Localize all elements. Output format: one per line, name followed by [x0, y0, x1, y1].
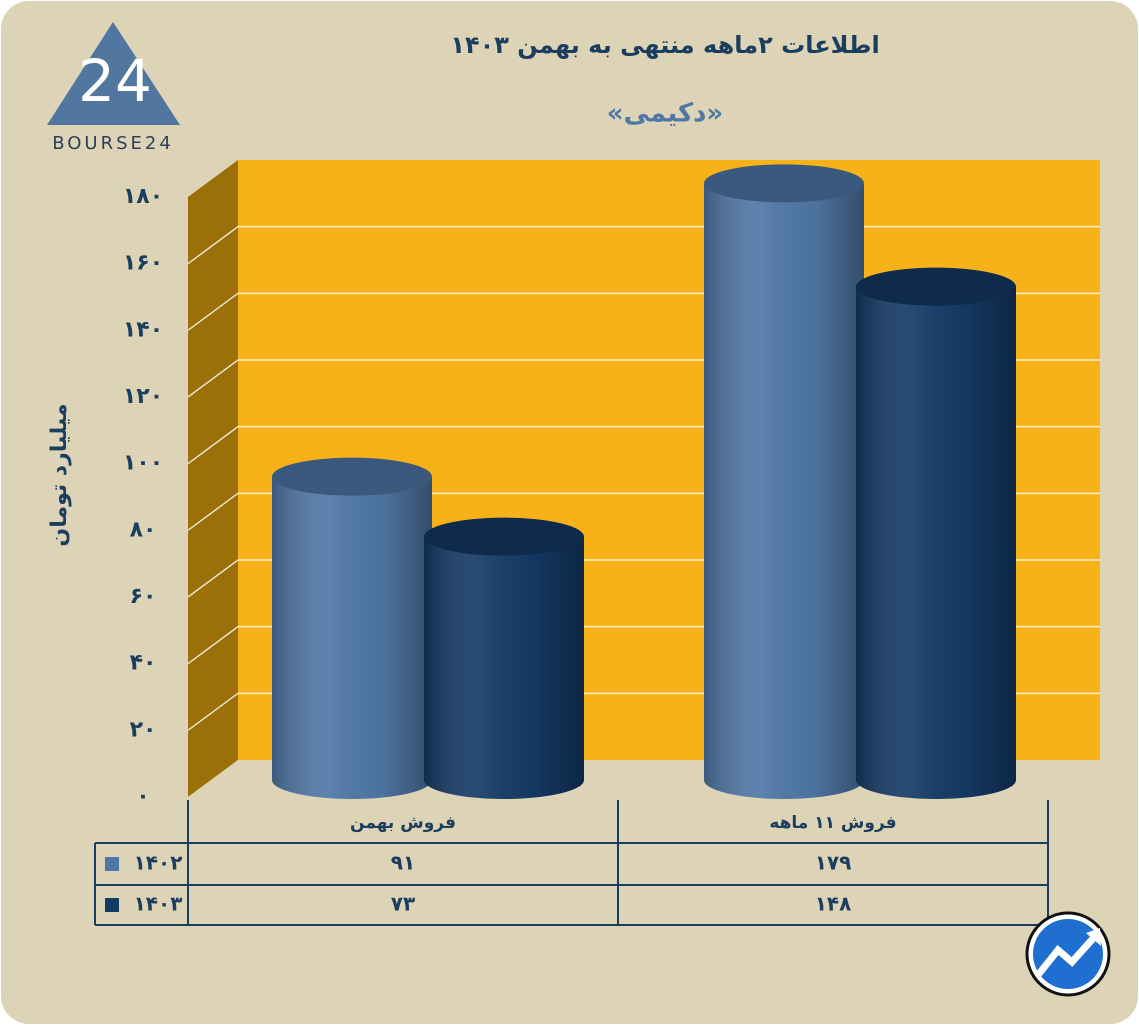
logo-triangle: [47, 22, 180, 125]
category-label: فروش ۱۱ ماهه: [769, 813, 896, 833]
cylinder-top: [856, 267, 1016, 306]
cylinder-top: [272, 457, 432, 496]
y-tick-label: ۴۰: [130, 651, 157, 676]
cylinder-top: [704, 164, 864, 203]
cylinder-shade: [704, 183, 864, 800]
cylinder-shade: [856, 286, 1016, 800]
cylinder: [272, 457, 432, 799]
chart-title: اطلاعات ۲ماهه منتهی به بهمن ۱۴۰۳: [450, 31, 879, 59]
side-wall: [188, 160, 238, 797]
cylinder: [704, 164, 864, 800]
cylinder: [424, 517, 584, 799]
logo-mark: 24: [78, 47, 152, 115]
corner-badge: [1025, 911, 1111, 997]
value-label: ۱۷۹: [815, 851, 852, 875]
cylinder-top-shade: [704, 164, 864, 203]
y-axis-label: میلیارد تومان: [47, 403, 72, 546]
cylinder-top-shade: [272, 457, 432, 496]
logo-text: BOURSE24: [52, 133, 174, 154]
bars: [272, 164, 1016, 800]
legend-label: ۱۴۰۲: [134, 851, 183, 875]
y-tick-label: ۰: [136, 784, 149, 809]
category-label: فروش بهمن: [350, 813, 456, 833]
chart-subtitle: «دکیمی»: [607, 99, 723, 129]
y-tick-label: ۱۶۰: [123, 251, 163, 276]
cylinder-top-shade: [856, 267, 1016, 306]
value-label: ۹۱: [391, 851, 415, 875]
y-tick-label: ۱۰۰: [123, 451, 163, 476]
cylinder-shade: [424, 536, 584, 799]
legend-swatch: [105, 857, 119, 871]
cylinder: [856, 267, 1016, 800]
y-tick-label: ۲۰: [130, 717, 157, 742]
y-tick-label: ۱۲۰: [123, 384, 163, 409]
logo: 24 BOURSE24: [47, 22, 180, 154]
value-label: ۱۴۸: [815, 892, 852, 916]
y-tick-label: ۶۰: [130, 584, 157, 609]
data-table: فروش بهمن فروش ۱۱ ماهه ۱۴۰۲ ۹۱ ۱۷۹ ۱۴۰۳ ۷۳ ۱۴۸: [94, 800, 1049, 926]
legend-swatch: [105, 898, 119, 912]
cylinder-top-shade: [424, 517, 584, 556]
y-tick-label: ۱۴۰: [123, 317, 163, 342]
cylinder-shade: [272, 476, 432, 799]
y-tick-label: ۱۸۰: [123, 184, 163, 209]
value-label: ۷۳: [391, 892, 415, 916]
legend-label: ۱۴۰۳: [134, 892, 183, 916]
y-tick-label: ۸۰: [130, 517, 157, 542]
cylinder-top: [424, 517, 584, 556]
